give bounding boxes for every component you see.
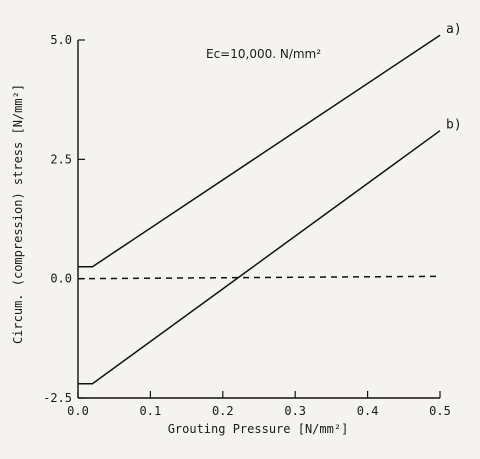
x-axis-title: Grouting Pressure [N/mm²] xyxy=(168,422,349,436)
series-line xyxy=(78,34,441,268)
x-tick-label: 0.0 xyxy=(67,404,89,418)
x-tick-label: 0.4 xyxy=(357,404,379,418)
stiffness-annotation: Ec=10,000. N/mm² xyxy=(206,47,321,61)
series-label: b) xyxy=(446,118,462,133)
x-tick-label: 0.2 xyxy=(212,404,234,418)
x-tick-label: 0.3 xyxy=(284,404,306,418)
reference-dashed-line xyxy=(77,275,441,280)
series-label: a) xyxy=(446,22,462,37)
y-tick-label: 2.5 xyxy=(50,152,72,166)
y-axis-title: Circum. (compression) stress [N/mm²] xyxy=(11,84,25,344)
y-tick-label: -2.5 xyxy=(43,391,72,405)
x-tick-label: 0.5 xyxy=(429,404,451,418)
y-tick-label: 0.0 xyxy=(50,272,72,286)
x-tick-label: 0.1 xyxy=(140,404,162,418)
series-line xyxy=(78,130,441,385)
y-tick-label: 5.0 xyxy=(50,33,72,47)
